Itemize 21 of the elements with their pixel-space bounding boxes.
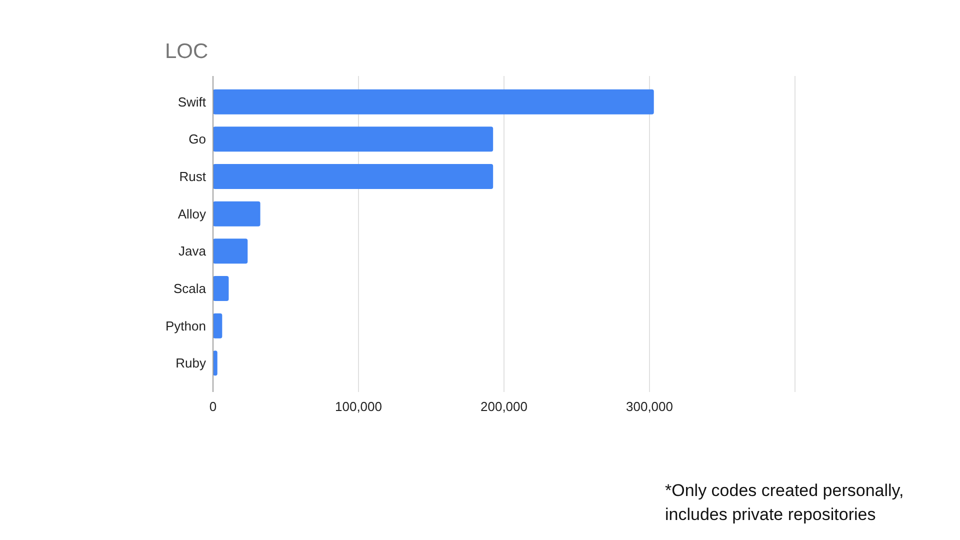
y-tick-label: Ruby (176, 356, 206, 371)
bar (213, 89, 654, 114)
y-tick-label: Python (166, 318, 206, 334)
text: *Only codes created personally, includes private repositories (665, 481, 904, 524)
chart-title: LOC (165, 40, 208, 63)
bar (213, 238, 248, 264)
bar (213, 313, 222, 338)
x-tick-label: 100,000 (335, 399, 382, 414)
y-tick-label: Swift (178, 94, 206, 110)
x-tick-label: 300,000 (626, 399, 673, 414)
y-tick-label: Rust (179, 169, 206, 184)
bar (213, 276, 229, 301)
y-tick-label: Go (188, 132, 206, 147)
x-tick-label: 0 (209, 399, 217, 414)
y-tick-label: Java (178, 244, 207, 259)
bar (213, 164, 494, 190)
x-tick-label: 200,000 (480, 399, 528, 414)
y-tick-label: Scala (173, 281, 207, 296)
y-tick-label: Alloy (178, 206, 206, 222)
bar (213, 126, 494, 152)
bar (213, 201, 260, 226)
